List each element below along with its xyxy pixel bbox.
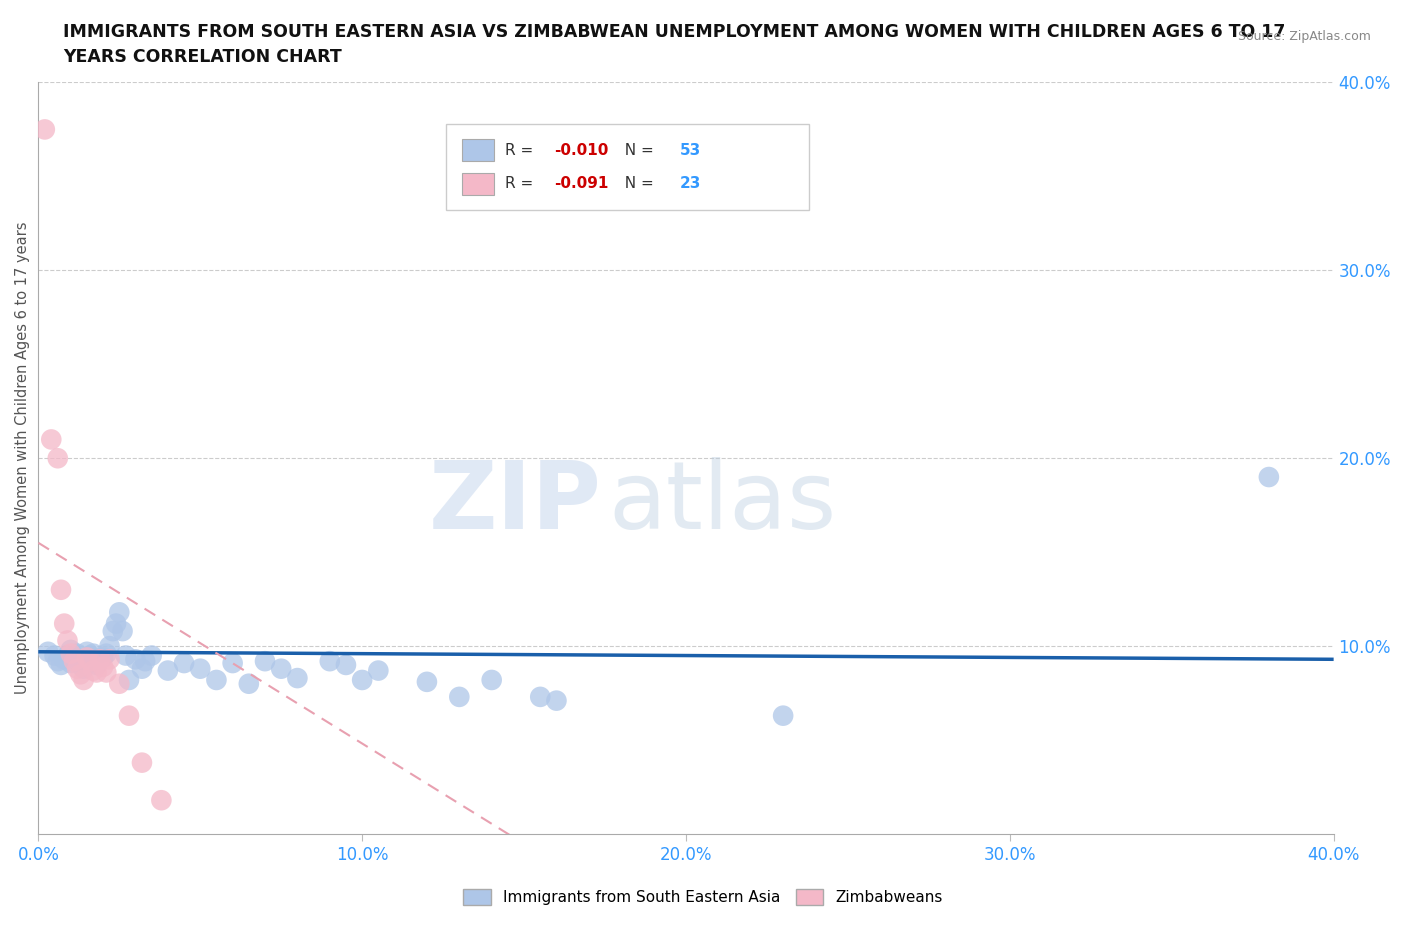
Point: [449, 689, 471, 704]
Point: [287, 671, 309, 685]
Y-axis label: Unemployment Among Women with Children Ages 6 to 17 years: Unemployment Among Women with Children A…: [15, 222, 30, 695]
Point: [141, 648, 163, 663]
Point: [118, 672, 141, 687]
Point: [79, 648, 101, 663]
Point: [66, 661, 89, 676]
Point: [91, 650, 114, 665]
Legend: Immigrants from South Eastern Asia, Zimbabweans: Immigrants from South Eastern Asia, Zimb…: [457, 883, 949, 911]
Point: [416, 674, 439, 689]
Point: [238, 676, 260, 691]
Point: [79, 654, 101, 669]
Point: [114, 648, 136, 663]
Point: [82, 663, 104, 678]
Point: [89, 652, 111, 667]
Point: [131, 661, 153, 676]
Text: 53: 53: [679, 142, 700, 157]
Point: [86, 658, 108, 672]
Point: [481, 672, 503, 687]
Point: [39, 432, 62, 447]
Point: [270, 661, 292, 676]
Point: [118, 709, 141, 724]
Point: [134, 654, 156, 669]
Point: [59, 646, 82, 661]
Point: [56, 633, 79, 648]
Point: [101, 624, 124, 639]
Point: [76, 652, 98, 667]
Point: [772, 709, 794, 724]
Point: [188, 661, 211, 676]
Bar: [463, 173, 495, 195]
Point: [69, 658, 91, 672]
Point: [98, 652, 121, 667]
Point: [96, 646, 118, 661]
Text: ZIP: ZIP: [429, 458, 602, 550]
Point: [79, 656, 101, 671]
Point: [131, 755, 153, 770]
Point: [156, 663, 179, 678]
Point: [59, 643, 82, 658]
Text: YEARS CORRELATION CHART: YEARS CORRELATION CHART: [63, 48, 342, 66]
Bar: [463, 139, 495, 162]
Point: [98, 639, 121, 654]
Point: [367, 663, 389, 678]
Point: [37, 644, 59, 659]
Point: [108, 604, 131, 619]
Point: [76, 650, 98, 665]
Text: Source: ZipAtlas.com: Source: ZipAtlas.com: [1237, 30, 1371, 43]
Point: [529, 689, 551, 704]
Point: [253, 654, 276, 669]
Point: [86, 665, 108, 680]
Text: N =: N =: [614, 142, 658, 157]
Point: [221, 656, 243, 671]
Point: [1257, 470, 1279, 485]
Point: [49, 658, 72, 672]
Point: [205, 672, 228, 687]
Point: [66, 646, 89, 661]
Point: [56, 648, 79, 663]
Bar: [446, 124, 808, 210]
Point: [352, 672, 374, 687]
Text: 23: 23: [679, 177, 700, 192]
Point: [53, 652, 76, 667]
Point: [82, 646, 104, 661]
Point: [44, 648, 66, 663]
Point: [124, 652, 146, 667]
Point: [89, 652, 111, 667]
Point: [111, 624, 134, 639]
Point: [150, 792, 173, 807]
Point: [96, 665, 118, 680]
Point: [105, 617, 128, 631]
Text: IMMIGRANTS FROM SOUTH EASTERN ASIA VS ZIMBABWEAN UNEMPLOYMENT AMONG WOMEN WITH C: IMMIGRANTS FROM SOUTH EASTERN ASIA VS ZI…: [63, 23, 1285, 41]
Text: R =: R =: [505, 142, 537, 157]
Point: [173, 656, 195, 671]
Text: R =: R =: [505, 177, 537, 192]
Point: [34, 122, 56, 137]
Point: [69, 654, 91, 669]
Point: [46, 451, 69, 466]
Point: [49, 582, 72, 597]
Text: N =: N =: [614, 177, 658, 192]
Point: [53, 617, 76, 631]
Text: atlas: atlas: [609, 458, 837, 550]
Point: [63, 650, 86, 665]
Text: -0.010: -0.010: [554, 142, 609, 157]
Point: [46, 654, 69, 669]
Point: [73, 672, 96, 687]
Point: [108, 676, 131, 691]
Point: [319, 654, 342, 669]
Point: [59, 656, 82, 671]
Point: [91, 659, 114, 674]
Point: [63, 654, 86, 669]
Point: [335, 658, 357, 672]
Point: [76, 644, 98, 659]
Point: [69, 667, 91, 682]
Point: [73, 661, 96, 676]
Text: -0.091: -0.091: [554, 177, 609, 192]
Point: [546, 693, 568, 708]
